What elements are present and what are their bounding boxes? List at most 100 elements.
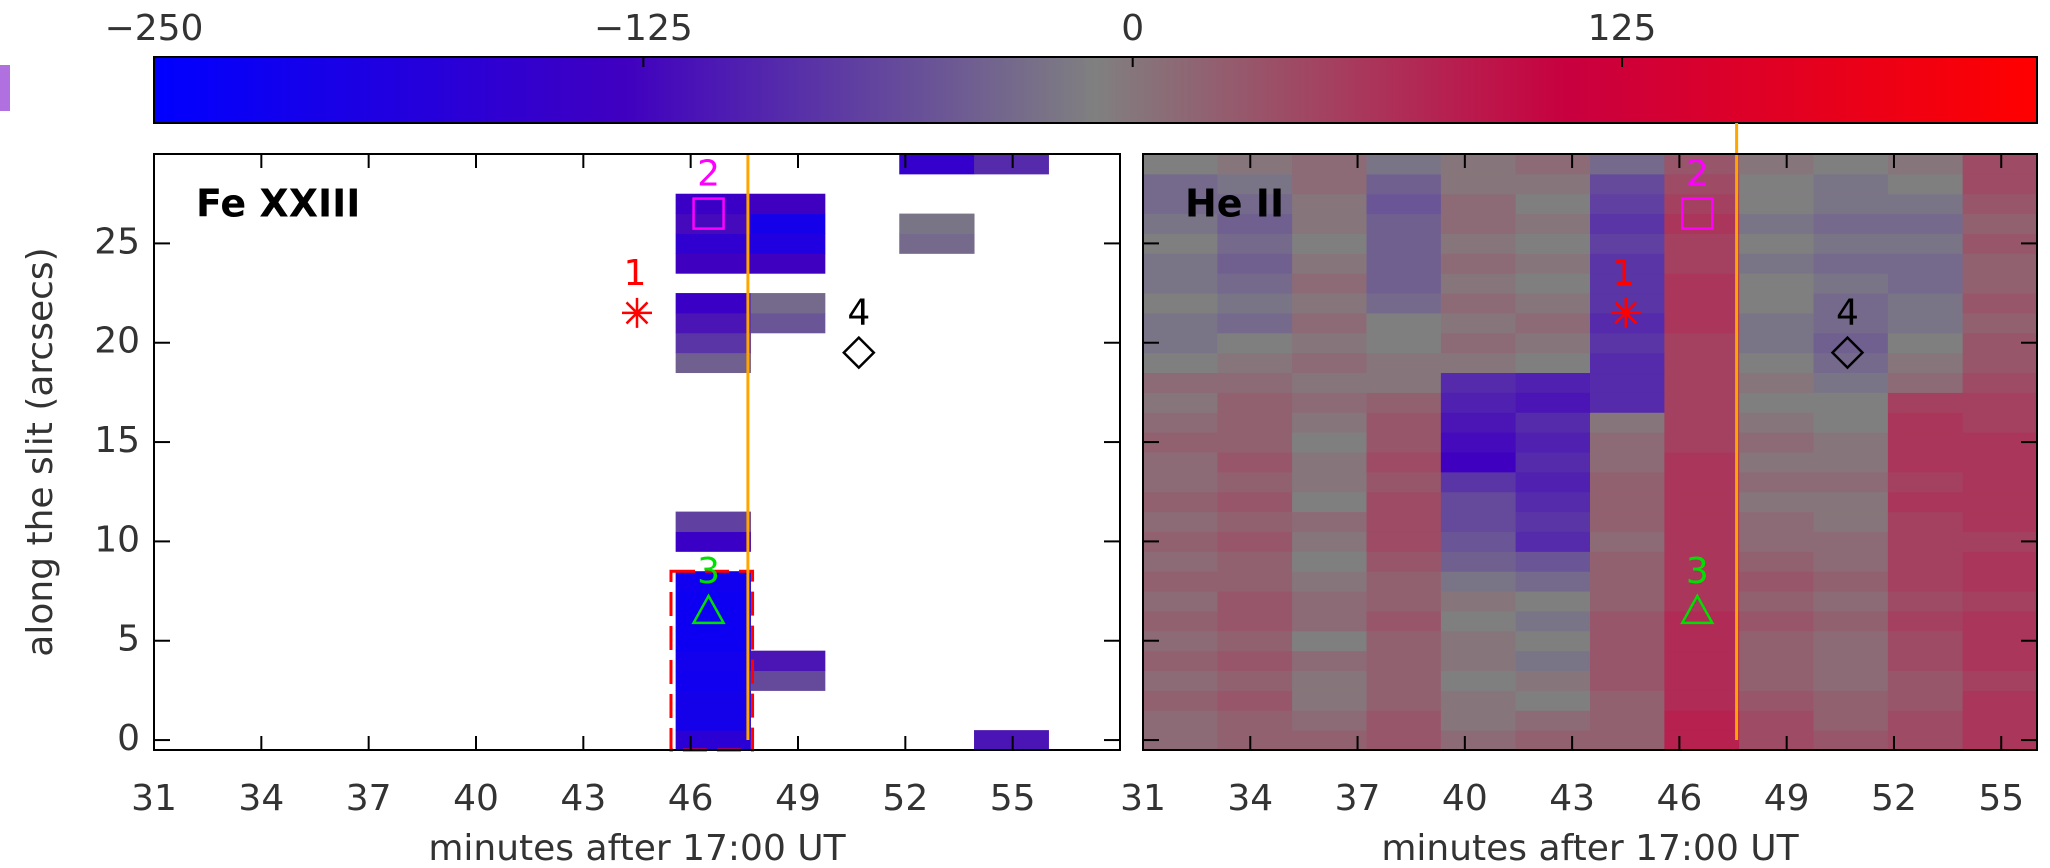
heat-cell xyxy=(1143,710,1218,731)
heat-cell xyxy=(1590,412,1665,433)
heat-cell xyxy=(1440,154,1517,175)
heat-cell xyxy=(1739,293,1814,314)
heat-cell xyxy=(1887,293,1964,314)
heat-cell xyxy=(1440,670,1517,691)
heat-cell xyxy=(1217,312,1293,334)
heat-cell xyxy=(1962,471,2038,493)
heat-cell xyxy=(1664,491,1740,513)
heat-cell xyxy=(1590,511,1665,532)
heat-cell xyxy=(1515,491,1591,513)
heat-cell xyxy=(1366,213,1442,234)
heat-cell xyxy=(1217,551,1293,572)
heat-cell xyxy=(1217,352,1293,374)
heat-cell xyxy=(1440,213,1517,234)
heat-cell xyxy=(1664,293,1740,314)
heat-cell xyxy=(675,710,751,731)
heat-cell xyxy=(1739,233,1814,254)
y-tick-label: 10 xyxy=(94,519,140,560)
heat-cell xyxy=(1887,193,1964,215)
heat-cell xyxy=(1590,591,1665,612)
heat-cell xyxy=(1813,372,1889,393)
heat-cell xyxy=(1217,491,1293,513)
heat-cell xyxy=(1515,372,1591,393)
heat-cell xyxy=(899,233,975,254)
event-marker xyxy=(1830,335,1865,370)
heat-cell xyxy=(1366,312,1442,334)
heat-cell xyxy=(1664,452,1740,473)
heat-cell xyxy=(1813,710,1889,731)
heat-cell xyxy=(1813,571,1889,592)
heat-cell xyxy=(1813,471,1889,493)
heat-cell xyxy=(1739,352,1814,374)
marker-label: 4 xyxy=(847,293,870,334)
heat-cell xyxy=(1664,690,1740,711)
heat-cell xyxy=(1366,293,1442,314)
heat-cell xyxy=(675,730,751,751)
heat-cell xyxy=(1887,630,1964,652)
heat-cell xyxy=(1739,610,1814,632)
marker-label: 2 xyxy=(1686,154,1709,195)
heat-cell xyxy=(1366,412,1442,433)
heat-cell xyxy=(1217,471,1293,493)
heat-cell xyxy=(1292,491,1367,513)
heat-cell xyxy=(1440,730,1517,751)
heat-cell xyxy=(1813,312,1889,334)
heat-cell xyxy=(1292,591,1367,612)
heat-cell xyxy=(974,730,1049,751)
heat-cell xyxy=(1440,650,1517,672)
heat-cell xyxy=(1515,710,1591,731)
heat-cell xyxy=(1366,372,1442,393)
heat-cell xyxy=(1515,531,1591,552)
heat-cell xyxy=(1515,452,1591,473)
heat-cell xyxy=(1887,372,1964,393)
heat-cell xyxy=(1366,710,1442,731)
heat-cell xyxy=(1590,471,1665,493)
heat-cell xyxy=(974,154,1049,175)
heat-cell xyxy=(1887,233,1964,254)
heat-cell xyxy=(1217,193,1293,215)
heat-cell xyxy=(1590,233,1665,254)
heat-cell xyxy=(1143,730,1218,751)
heat-cell xyxy=(1813,670,1889,691)
heat-cell xyxy=(1590,253,1665,274)
heat-cell xyxy=(1292,332,1367,354)
heat-cell xyxy=(1962,571,2038,592)
x-tick-label: 49 xyxy=(1764,778,1810,819)
x-tick-label: 37 xyxy=(346,778,392,819)
heat-cell xyxy=(1887,670,1964,691)
heat-cell xyxy=(1887,710,1964,731)
heat-cell xyxy=(1366,273,1442,294)
heat-cell xyxy=(1143,432,1218,453)
heat-cell xyxy=(1217,432,1293,453)
heat-cell xyxy=(1440,591,1517,612)
heat-cell xyxy=(1739,471,1814,493)
heat-cell xyxy=(1813,690,1889,711)
x-axis-label: minutes after 17:00 UT xyxy=(428,828,846,868)
heat-cell xyxy=(1887,491,1964,513)
heat-cell xyxy=(1739,690,1814,711)
heat-cell xyxy=(1515,213,1591,234)
heat-cell xyxy=(1739,332,1814,354)
heat-cell xyxy=(1813,273,1889,294)
heat-cell xyxy=(1217,630,1293,652)
heat-cell xyxy=(1739,730,1814,751)
heat-cell xyxy=(1887,690,1964,711)
marker-label: 1 xyxy=(1612,253,1635,294)
heat-cell xyxy=(1887,452,1964,473)
heat-cell xyxy=(1217,293,1293,314)
heat-cell xyxy=(1590,710,1665,731)
x-axis-label: minutes after 17:00 UT xyxy=(1381,828,1799,868)
heat-cell xyxy=(1292,273,1367,294)
heat-cell xyxy=(1813,332,1889,354)
heat-cell xyxy=(1292,173,1367,195)
heat-cell xyxy=(1217,571,1293,592)
heat-cell xyxy=(1440,233,1517,254)
heat-cell xyxy=(1217,730,1293,751)
heat-cell xyxy=(1664,730,1740,751)
heat-cell xyxy=(899,213,975,234)
heat-cell xyxy=(1515,193,1591,215)
heat-cell xyxy=(1217,392,1293,413)
heat-cell xyxy=(675,233,751,254)
x-tick-label: 34 xyxy=(1227,778,1273,819)
heat-cell xyxy=(675,571,751,592)
